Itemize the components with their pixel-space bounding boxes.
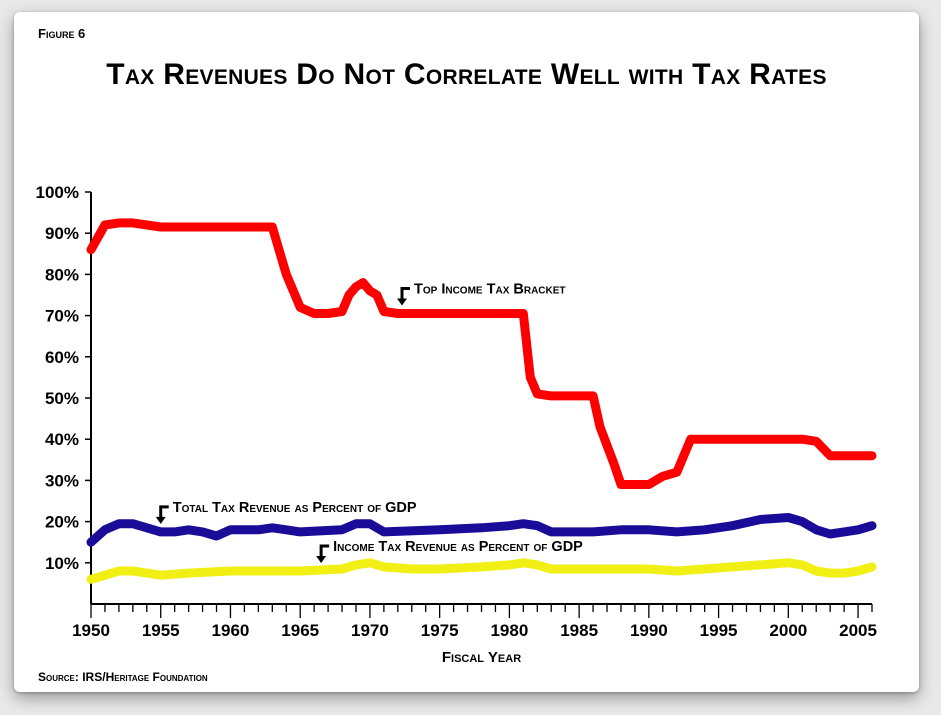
x-axis-title: Fiscal Year bbox=[442, 649, 521, 666]
annotation-label: Total Tax Revenue as Percent of GDP bbox=[173, 500, 417, 516]
y-tick-label: 80% bbox=[45, 265, 79, 284]
x-tick-label: 1995 bbox=[700, 621, 738, 640]
y-tick-label: 20% bbox=[45, 513, 79, 532]
annotation-1: Top Income Tax Bracket bbox=[397, 282, 566, 306]
x-tick-label: 1980 bbox=[490, 621, 528, 640]
y-tick-label: 50% bbox=[45, 389, 79, 408]
annotation-arrow bbox=[319, 544, 330, 558]
x-tick-label: 1990 bbox=[630, 621, 668, 640]
annotation-label: Income Tax Revenue as Percent of GDP bbox=[333, 539, 583, 555]
y-tick-label: 40% bbox=[45, 430, 79, 449]
y-tick-label: 30% bbox=[45, 471, 79, 490]
series-line-2 bbox=[86, 513, 877, 547]
annotation-3: Income Tax Revenue as Percent of GDP bbox=[316, 539, 583, 564]
y-tick-label: 90% bbox=[45, 224, 79, 243]
annotation-2: Total Tax Revenue as Percent of GDP bbox=[155, 500, 417, 524]
y-tick-label: 60% bbox=[45, 348, 79, 367]
x-tick-label: 1970 bbox=[351, 621, 389, 640]
x-tick-label: 1985 bbox=[560, 621, 598, 640]
annotation-arrowhead bbox=[155, 516, 166, 524]
x-tick-label: 2005 bbox=[839, 621, 877, 640]
x-tick-label: 1965 bbox=[281, 621, 319, 640]
chart-title: Tax Revenues Do Not Correlate Well with … bbox=[106, 58, 827, 91]
figure-label: Figure 6 bbox=[38, 26, 86, 41]
series-line-1 bbox=[86, 218, 877, 489]
annotation-arrowhead bbox=[397, 298, 408, 306]
annotation-arrowhead bbox=[316, 556, 327, 564]
x-tick-label: 1950 bbox=[72, 621, 110, 640]
series-line-3 bbox=[86, 558, 877, 584]
x-tick-label: 2000 bbox=[769, 621, 807, 640]
x-tick-label: 1960 bbox=[212, 621, 250, 640]
y-tick-label: 70% bbox=[45, 307, 79, 326]
annotation-label: Top Income Tax Bracket bbox=[414, 282, 566, 298]
annotation-arrow bbox=[159, 505, 169, 518]
x-tick-label: 1975 bbox=[421, 621, 459, 640]
source-note: Source: IRS/Heritage Foundation bbox=[38, 670, 208, 684]
y-tick-label: 10% bbox=[45, 554, 79, 573]
x-tick-label: 1955 bbox=[142, 621, 180, 640]
annotation-arrow bbox=[400, 287, 411, 300]
y-tick-label: 100% bbox=[36, 183, 79, 202]
